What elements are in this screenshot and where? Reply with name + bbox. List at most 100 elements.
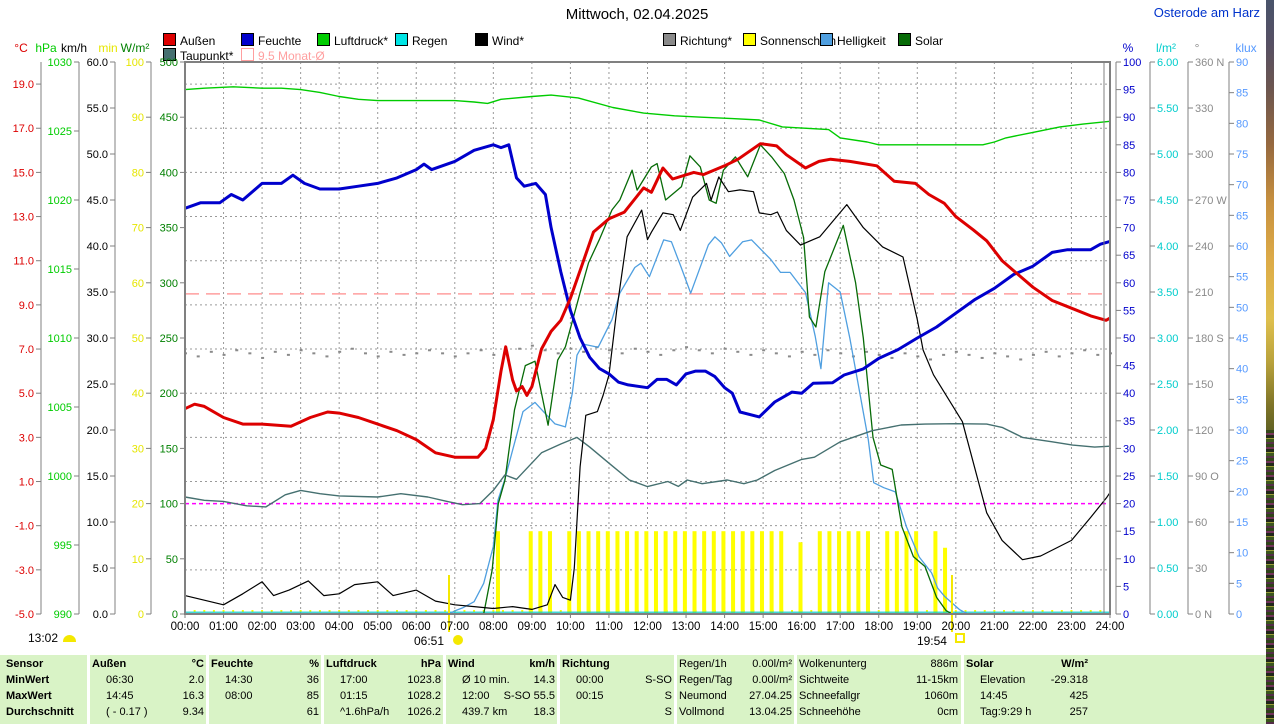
x-axis-label: 23:00 <box>1057 621 1086 633</box>
table-regen-label: Vollmond <box>679 706 725 718</box>
y-axis-label: 5.0 <box>93 563 108 575</box>
table-header-luftdruck: Luftdruck <box>326 658 377 670</box>
legend-item-sonnenschein: Sonnenschein <box>743 33 836 48</box>
table-wind-time: 439.7 km <box>462 706 508 718</box>
legend-swatch <box>475 33 488 46</box>
table-row-label: Durchschnitt <box>6 706 74 718</box>
y-axis-label: 400 <box>160 167 178 179</box>
series-richtung-dot <box>350 347 354 350</box>
legend-label: Regen <box>412 34 448 48</box>
y-axis-label: 80 <box>132 167 144 179</box>
series-sonnenschein-bar <box>567 531 572 614</box>
series-richtung-dot <box>479 349 483 352</box>
legend-swatch <box>317 33 330 46</box>
table-regen-label: Regen/1h <box>679 658 727 670</box>
series-sonnenschein-null <box>424 610 427 612</box>
y-axis-label: 65 <box>1236 210 1248 222</box>
series-richtung-dot <box>1096 353 1100 356</box>
table-richtung-value: S-SO <box>645 674 672 686</box>
y-axis-label: 45 <box>1123 361 1135 373</box>
series-sonnenschein-null <box>925 610 928 612</box>
series-sonnenschein-bar <box>798 542 803 614</box>
stats-table: Sensor MinWert MaxWert Durchschnitt Außen °C 0… <box>0 655 1266 724</box>
legend-item-helligkeit: Helligkeit <box>820 33 886 48</box>
table-feuchte-time: 14:30 <box>225 674 253 686</box>
series-richtung-dot <box>865 350 869 353</box>
series-richtung-dot <box>427 349 431 352</box>
y-axis-unit-km/h: km/h <box>61 41 87 55</box>
y-axis-label: 25 <box>1123 471 1135 483</box>
x-axis-label: 05:00 <box>363 621 392 633</box>
y-axis-label: 15 <box>1123 526 1135 538</box>
y-axis-label: 17.0 <box>13 123 34 135</box>
series-sonnenschein-bar <box>740 531 745 614</box>
y-axis-label: -3.0 <box>15 565 34 577</box>
y-axis-label: -5.0 <box>15 609 34 621</box>
y-axis-label: 75 <box>1236 149 1248 161</box>
table-separator <box>87 655 90 724</box>
y-axis-label: 10 <box>1123 554 1135 566</box>
series-richtung-dot <box>1006 355 1010 358</box>
y-axis-unit-min: min <box>98 41 117 55</box>
y-axis-unit-°: ° <box>1195 41 1200 55</box>
table-header-solar: Solar <box>966 658 994 670</box>
series-sonnenschein-bar <box>663 531 668 614</box>
series-richtung-dot <box>492 353 496 356</box>
table-wolken-label: Schneehöhe <box>799 706 861 718</box>
x-axis-label: 09:00 <box>517 621 546 633</box>
y-axis-label: 100 <box>1123 57 1141 69</box>
series-richtung-dot <box>273 350 277 353</box>
series-sonnenschein-null <box>492 610 495 612</box>
series-richtung-dot <box>710 352 714 355</box>
series-richtung-dot <box>248 352 252 355</box>
series-sonnenschein-null <box>1099 610 1102 612</box>
series-sonnenschein-bar <box>495 531 500 614</box>
legend-label: 9.5 Monat-Ø <box>258 49 325 63</box>
table-wind-value: 18.3 <box>533 706 555 718</box>
series-richtung-dot <box>749 353 753 356</box>
series-sonnenschein-null <box>434 610 437 612</box>
legend-swatch <box>663 33 676 46</box>
legend-label: Feuchte <box>258 34 302 48</box>
sunrise-sun-icon <box>453 635 464 645</box>
y-axis-label: 5.50 <box>1157 103 1178 115</box>
y-axis-label: 1000 <box>48 471 72 483</box>
series-richtung-dot <box>363 352 367 355</box>
series-richtung-dot <box>235 349 239 352</box>
y-axis-label: 10 <box>1236 548 1248 560</box>
series-sonnenschein-bar <box>528 531 533 614</box>
sunset-marker <box>950 575 953 632</box>
y-axis-label: 4.50 <box>1157 195 1178 207</box>
y-axis-label: 0.50 <box>1157 563 1178 575</box>
series-sonnenschein-null <box>405 610 408 612</box>
table-aussen-time: 06:30 <box>106 674 134 686</box>
table-row-label: MinWert <box>6 674 50 686</box>
series-sonnenschein-null <box>954 610 957 612</box>
y-axis-label: 450 <box>160 112 178 124</box>
legend-item-taupunkt-: Taupunkt* <box>163 48 233 63</box>
series-sonnenschein-null <box>1051 610 1054 612</box>
y-axis-label: 40 <box>132 388 144 400</box>
series-richtung-dot <box>954 350 958 353</box>
legend-swatch <box>163 48 176 61</box>
y-axis-label: 90 <box>1123 112 1135 124</box>
series-sonnenschein-null <box>974 610 977 612</box>
y-axis-label: 20 <box>1236 486 1248 498</box>
table-feuchte-value: 36 <box>306 674 319 686</box>
series-sonnenschein-null <box>511 610 514 612</box>
legend-swatch <box>241 48 254 61</box>
background-photo-edge <box>1266 0 1274 724</box>
y-axis-label: 0.00 <box>1157 609 1178 621</box>
y-axis-label: 2.50 <box>1157 379 1178 391</box>
y-axis-label: 3.00 <box>1157 333 1178 345</box>
station-link[interactable]: Osterode am Harz <box>1153 5 1260 20</box>
series-sonnenschein-bar <box>894 531 899 614</box>
table-regen-value: 0.00l/m² <box>752 658 792 670</box>
y-axis-label: 60.0 <box>87 57 108 69</box>
y-axis-label: 65 <box>1123 250 1135 262</box>
series-sonnenschein-null <box>1003 610 1006 612</box>
series-sonnenschein-bar <box>605 531 610 614</box>
y-axis-label: 1005 <box>48 402 72 414</box>
series-sonnenschein-bar <box>702 531 707 614</box>
series-richtung-dot <box>222 353 226 356</box>
